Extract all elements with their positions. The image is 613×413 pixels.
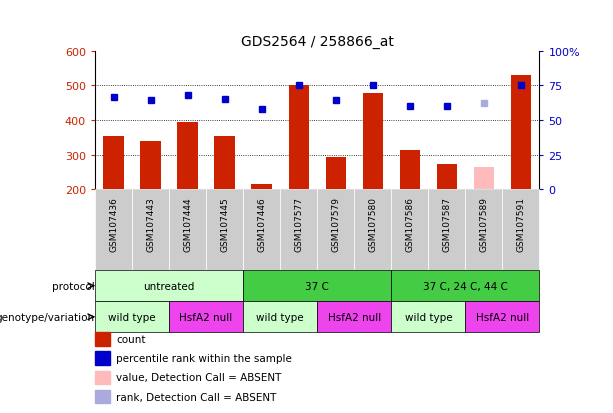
Bar [169,190,206,271]
Text: GSM107591: GSM107591 [516,197,525,251]
Bar [503,190,539,271]
Bar [391,271,539,301]
Text: rank, Detection Call = ABSENT: rank, Detection Call = ABSENT [116,392,277,401]
Bar [436,164,457,190]
Text: GSM107587: GSM107587 [443,197,451,251]
Bar [391,190,428,271]
Bar [140,142,161,190]
Text: GSM107580: GSM107580 [368,197,377,251]
Bar [95,301,169,332]
Bar [243,190,280,271]
Text: GSM107589: GSM107589 [479,197,489,251]
Text: 37 C, 24 C, 44 C: 37 C, 24 C, 44 C [423,281,508,291]
Bar [177,123,198,190]
Bar [95,390,110,404]
Text: GSM107444: GSM107444 [183,197,192,251]
Text: 37 C: 37 C [305,281,329,291]
Bar [243,271,391,301]
Bar [354,190,391,271]
Bar [251,185,272,190]
Bar [318,190,354,271]
Text: genotype/variation: genotype/variation [0,312,94,322]
Bar [215,137,235,190]
Bar [391,301,465,332]
Text: HsfA2 null: HsfA2 null [476,312,529,322]
Bar [289,86,309,190]
Text: GSM107436: GSM107436 [109,197,118,251]
Text: GSM107443: GSM107443 [146,197,155,251]
Text: wild type: wild type [109,312,156,322]
Bar [428,190,465,271]
Text: wild type: wild type [256,312,304,322]
Bar [95,351,110,366]
Text: percentile rank within the sample: percentile rank within the sample [116,354,292,363]
Text: HsfA2 null: HsfA2 null [327,312,381,322]
Text: GSM107586: GSM107586 [405,197,414,251]
Text: protocol: protocol [51,281,94,291]
Text: untreated: untreated [143,281,195,291]
Text: value, Detection Call = ABSENT: value, Detection Call = ABSENT [116,373,282,382]
Bar [363,94,383,190]
Bar [326,157,346,190]
Bar [318,301,391,332]
Text: count: count [116,335,146,344]
Text: GSM107579: GSM107579 [331,197,340,251]
Bar [474,168,494,190]
Bar [280,190,318,271]
Bar [95,271,243,301]
Bar [95,332,110,346]
Bar [132,190,169,271]
Text: HsfA2 null: HsfA2 null [180,312,233,322]
Bar [400,150,420,190]
Bar [511,76,531,190]
Bar [104,136,124,190]
Title: GDS2564 / 258866_at: GDS2564 / 258866_at [241,35,394,49]
Text: GSM107577: GSM107577 [294,197,303,251]
Bar [243,301,318,332]
Text: GSM107446: GSM107446 [257,197,266,251]
Bar [465,190,503,271]
Bar [465,301,539,332]
Bar [95,190,132,271]
Bar [95,371,110,385]
Text: wild type: wild type [405,312,452,322]
Bar [206,190,243,271]
Text: GSM107445: GSM107445 [220,197,229,251]
Bar [169,301,243,332]
